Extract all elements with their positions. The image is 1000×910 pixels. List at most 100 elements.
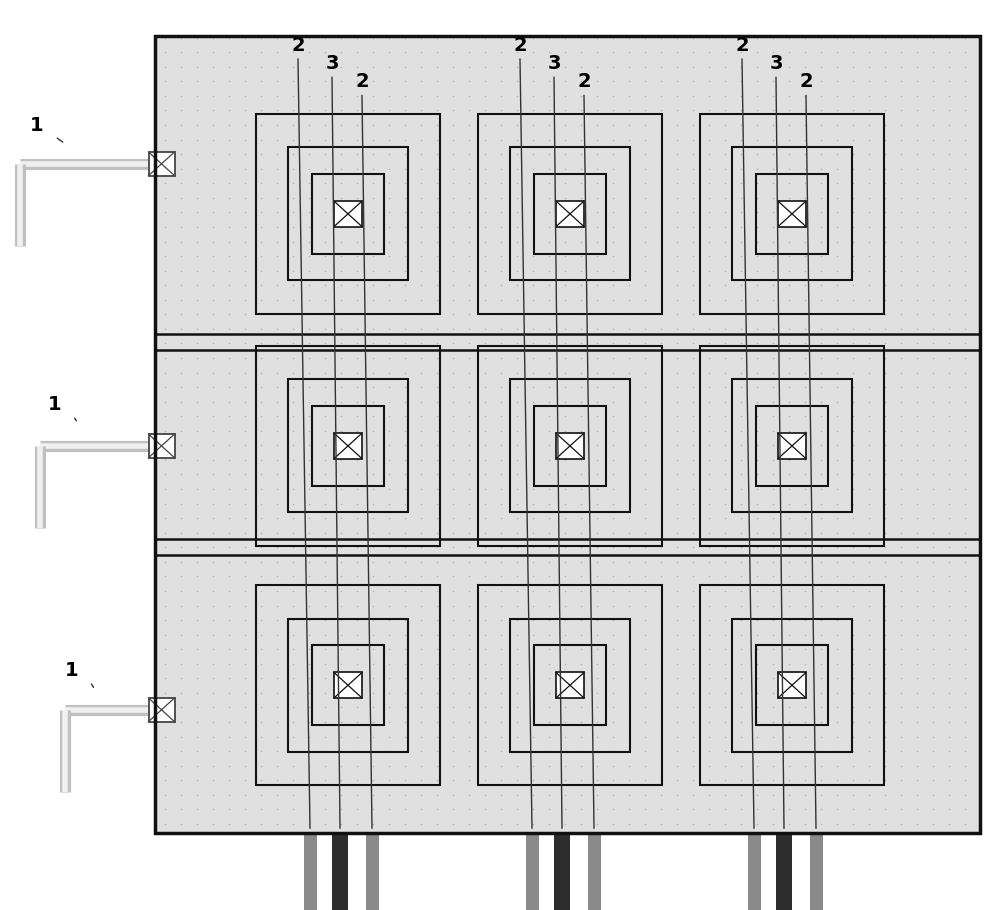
Point (237, 379, 253, 394)
Point (813, 321, 829, 336)
Point (845, 773, 861, 787)
Point (733, 234, 749, 248)
Point (621, 307, 637, 321)
Point (253, 379, 269, 394)
Point (797, 627, 813, 642)
Point (285, 773, 301, 787)
Point (717, 816, 733, 831)
Point (285, 438, 301, 452)
Point (285, 379, 301, 394)
Point (717, 540, 733, 554)
Point (205, 248, 221, 263)
Point (173, 554, 189, 569)
Point (813, 554, 829, 569)
Point (461, 45, 477, 59)
Point (189, 569, 205, 583)
Point (269, 540, 285, 554)
Point (413, 656, 429, 671)
Point (237, 394, 253, 409)
Point (205, 729, 221, 743)
Point (541, 365, 557, 379)
Point (445, 729, 461, 743)
Point (477, 321, 493, 336)
Point (461, 787, 477, 802)
Point (221, 438, 237, 452)
Point (621, 452, 637, 467)
Point (669, 190, 685, 205)
Point (541, 816, 557, 831)
Point (477, 117, 493, 132)
Point (925, 540, 941, 554)
Point (765, 74, 781, 88)
Point (157, 190, 173, 205)
Point (557, 190, 573, 205)
Point (749, 452, 765, 467)
Point (573, 583, 589, 598)
Point (157, 45, 173, 59)
Point (749, 234, 765, 248)
Point (669, 161, 685, 176)
Point (557, 656, 573, 671)
Point (573, 30, 589, 45)
Point (797, 758, 813, 773)
Point (461, 554, 477, 569)
Point (589, 103, 605, 117)
Point (173, 743, 189, 758)
Point (541, 292, 557, 307)
Point (941, 117, 957, 132)
Point (557, 423, 573, 438)
Point (877, 671, 893, 685)
Point (573, 147, 589, 161)
Point (797, 409, 813, 423)
Point (317, 161, 333, 176)
Point (221, 88, 237, 103)
Point (205, 481, 221, 496)
Point (765, 190, 781, 205)
Point (189, 758, 205, 773)
Point (333, 612, 349, 627)
Point (221, 802, 237, 816)
Point (781, 132, 797, 147)
Point (237, 685, 253, 700)
Point (765, 467, 781, 481)
Point (909, 219, 925, 234)
Point (957, 117, 973, 132)
Point (381, 205, 397, 219)
Point (237, 103, 253, 117)
Point (429, 612, 445, 627)
Point (909, 554, 925, 569)
Point (445, 234, 461, 248)
Point (701, 379, 717, 394)
Point (221, 496, 237, 511)
Point (381, 321, 397, 336)
Point (589, 394, 605, 409)
Point (573, 278, 589, 292)
Point (733, 45, 749, 59)
Point (381, 263, 397, 278)
Point (285, 132, 301, 147)
Point (941, 30, 957, 45)
Point (253, 598, 269, 612)
Point (541, 117, 557, 132)
Point (285, 511, 301, 525)
Point (621, 467, 637, 481)
Point (605, 307, 621, 321)
Point (637, 88, 653, 103)
Point (349, 132, 365, 147)
Point (461, 292, 477, 307)
Point (925, 263, 941, 278)
Point (573, 758, 589, 773)
Point (557, 394, 573, 409)
Point (525, 336, 541, 350)
Point (285, 365, 301, 379)
Point (349, 540, 365, 554)
Point (445, 612, 461, 627)
Point (205, 685, 221, 700)
Point (413, 219, 429, 234)
Point (829, 263, 845, 278)
Point (717, 685, 733, 700)
Point (653, 321, 669, 336)
Point (653, 394, 669, 409)
Point (909, 176, 925, 190)
Point (589, 234, 605, 248)
